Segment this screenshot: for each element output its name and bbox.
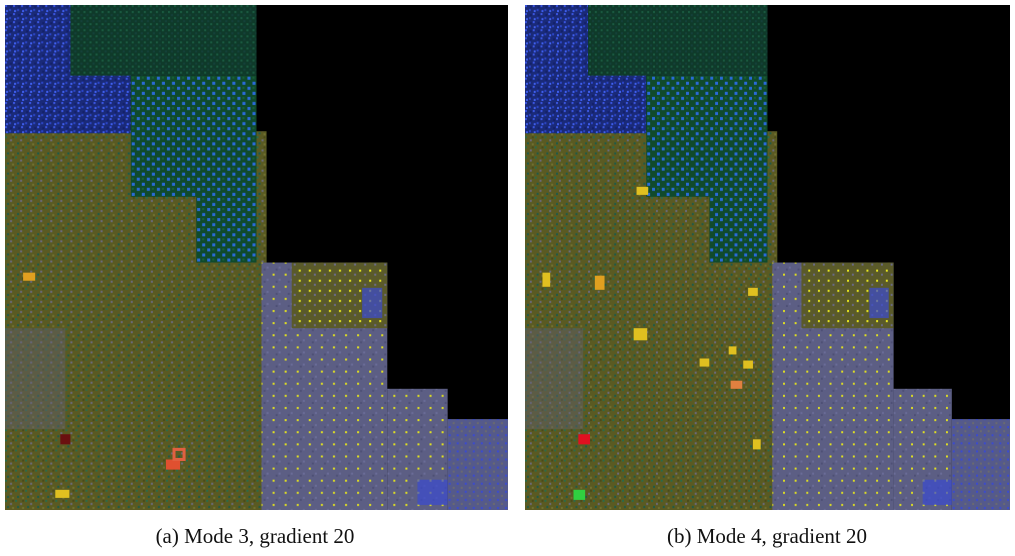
marker	[731, 381, 743, 389]
map-image	[5, 5, 508, 510]
marker	[753, 439, 761, 449]
marker	[574, 490, 586, 500]
marker	[729, 346, 737, 354]
marker	[55, 490, 69, 498]
marker	[634, 328, 648, 340]
panel-b	[525, 5, 1015, 510]
page: (a) Mode 3, gradient 20 (b) Mode 4, grad…	[0, 0, 1015, 556]
marker	[578, 434, 590, 444]
marker	[743, 361, 753, 369]
marker	[542, 273, 550, 287]
caption: (b) Mode 4, gradient 20	[517, 524, 1015, 549]
marker	[637, 187, 649, 195]
marker	[700, 359, 710, 367]
marker	[595, 276, 605, 290]
marker	[23, 273, 35, 281]
marker	[60, 434, 70, 444]
marker	[748, 288, 758, 296]
caption: (a) Mode 3, gradient 20	[5, 524, 505, 549]
panel-a	[5, 5, 505, 510]
map-image	[525, 5, 1010, 510]
